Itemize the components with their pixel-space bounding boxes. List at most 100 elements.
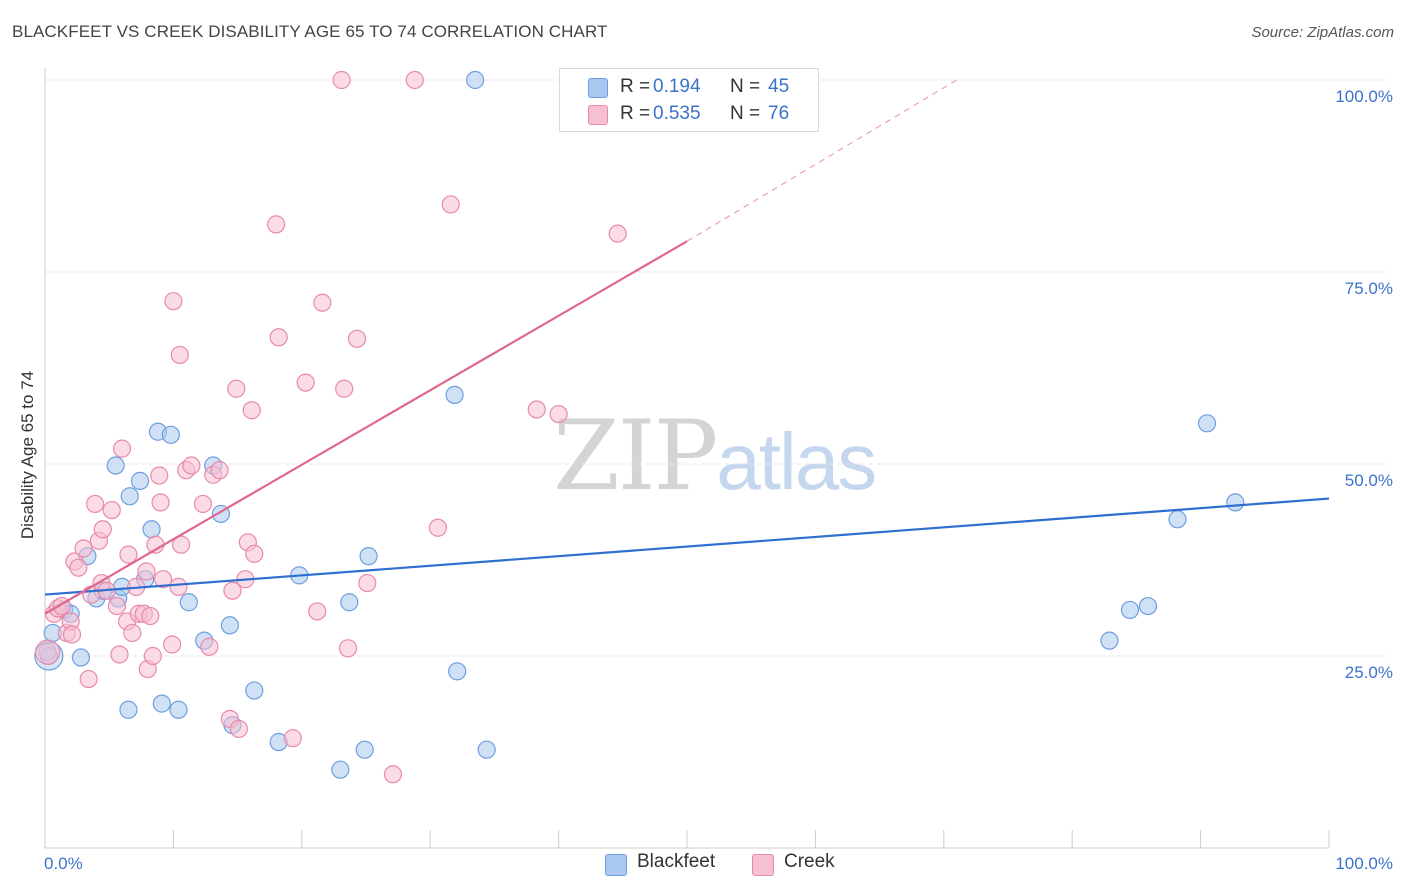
blackfeet-point	[179, 593, 198, 612]
creek-point	[172, 535, 191, 554]
creek-point	[608, 224, 627, 243]
bottom-legend-swatch-blackfeet	[605, 854, 627, 876]
creek-point	[107, 596, 127, 616]
x-tick-label: 100.0%	[1335, 854, 1393, 873]
blackfeet-point	[1168, 510, 1187, 529]
blackfeet-point	[1100, 631, 1119, 650]
blackfeet-point	[340, 593, 359, 612]
creek-point	[119, 545, 138, 564]
creek-point	[85, 494, 105, 514]
blackfeet-point	[169, 700, 188, 719]
blackfeet-point	[120, 487, 139, 506]
creek-point	[170, 345, 189, 365]
creek-point	[313, 293, 332, 312]
creek-point	[69, 558, 88, 577]
creek-point	[210, 461, 229, 480]
creek-trend-line	[44, 240, 688, 615]
watermark-zip: ZIP	[553, 400, 718, 512]
creek-point	[38, 643, 57, 662]
creek-point	[335, 379, 354, 398]
y-tick-label: 75.0%	[1345, 279, 1393, 298]
watermark: ZIPatlas	[553, 400, 877, 512]
legend-r-label: R =	[620, 76, 651, 97]
legend-swatch-creek	[588, 105, 608, 125]
blackfeet-point	[71, 648, 91, 667]
creek-point	[229, 719, 248, 739]
x-tick-label: 0.0%	[44, 854, 83, 873]
creek-point	[245, 544, 264, 563]
creek-point	[93, 520, 112, 539]
creek-point	[110, 645, 129, 664]
creek-point	[242, 401, 261, 420]
blackfeet-point	[1138, 596, 1158, 616]
legend-row-blackfeet: R = 0.194 N = 45	[560, 74, 818, 100]
blackfeet-point	[359, 547, 378, 566]
blackfeet-point	[119, 700, 138, 719]
creek-point	[223, 581, 242, 600]
creek-point	[151, 493, 170, 512]
blackfeet-point	[466, 70, 485, 90]
creek-point	[163, 635, 182, 654]
source-label: Source: ZipAtlas.com	[1251, 24, 1394, 41]
creek-point	[62, 625, 82, 644]
blackfeet-point	[355, 740, 374, 759]
legend-n-label: N =	[730, 76, 761, 97]
creek-point	[308, 602, 327, 621]
legend-r-value: 0.535	[653, 103, 701, 124]
creek-point	[428, 518, 448, 537]
blackfeet-point	[142, 520, 161, 539]
creek-point	[123, 623, 142, 643]
creek-point	[74, 539, 93, 558]
creek-point	[269, 328, 288, 347]
creek-point	[169, 577, 188, 596]
blackfeet-point	[220, 616, 239, 635]
creek-trend-extension	[686, 79, 957, 242]
legend-swatch-blackfeet	[588, 78, 608, 98]
blackfeet-point	[331, 760, 350, 779]
chart-title: BLACKFEET VS CREEK DISABILITY AGE 65 TO …	[12, 22, 608, 41]
y-tick-label: 25.0%	[1345, 663, 1393, 682]
legend-r-value: 0.194	[653, 76, 701, 97]
blackfeet-point	[152, 694, 171, 713]
creek-point	[141, 606, 160, 626]
creek-point	[164, 292, 183, 311]
creek-point	[112, 439, 132, 458]
creek-point	[549, 404, 568, 424]
legend-n-label: N =	[730, 103, 761, 124]
legend-n-value: 45	[768, 76, 790, 97]
y-tick-label: 100.0%	[1335, 87, 1393, 106]
blackfeet-point	[106, 456, 125, 475]
creek-point	[137, 562, 156, 581]
y-tick-label: 50.0%	[1345, 471, 1393, 490]
blackfeet-point	[161, 425, 180, 444]
creek-point	[154, 570, 173, 589]
bottom-legend-blackfeet: Blackfeet	[637, 851, 716, 872]
blackfeet-point	[130, 471, 150, 490]
creek-point	[441, 195, 460, 214]
creek-point	[182, 456, 201, 475]
blackfeet-point	[1197, 414, 1217, 433]
creek-point	[34, 639, 61, 665]
creek-point	[347, 329, 367, 348]
blackfeet-point	[445, 385, 464, 404]
creek-point	[283, 729, 302, 748]
creek-point	[227, 379, 246, 398]
creek-point	[405, 70, 424, 90]
blackfeet-point	[448, 662, 467, 681]
creek-point	[527, 400, 546, 419]
creek-point	[102, 500, 121, 520]
creek-point	[193, 494, 213, 514]
creek-point	[383, 765, 403, 784]
blackfeet-trend-line	[44, 497, 1330, 596]
watermark-atlas: atlas	[716, 417, 877, 506]
creek-point	[358, 573, 377, 593]
bottom-legend-swatch-creek	[752, 854, 774, 876]
y-axis-label: Disability Age 65 to 74	[18, 370, 37, 540]
legend-r-label: R =	[620, 103, 651, 124]
creek-point	[150, 466, 169, 485]
creek-point	[79, 669, 98, 689]
creek-point	[267, 215, 286, 234]
creek-point	[332, 70, 351, 90]
creek-point	[338, 639, 358, 658]
